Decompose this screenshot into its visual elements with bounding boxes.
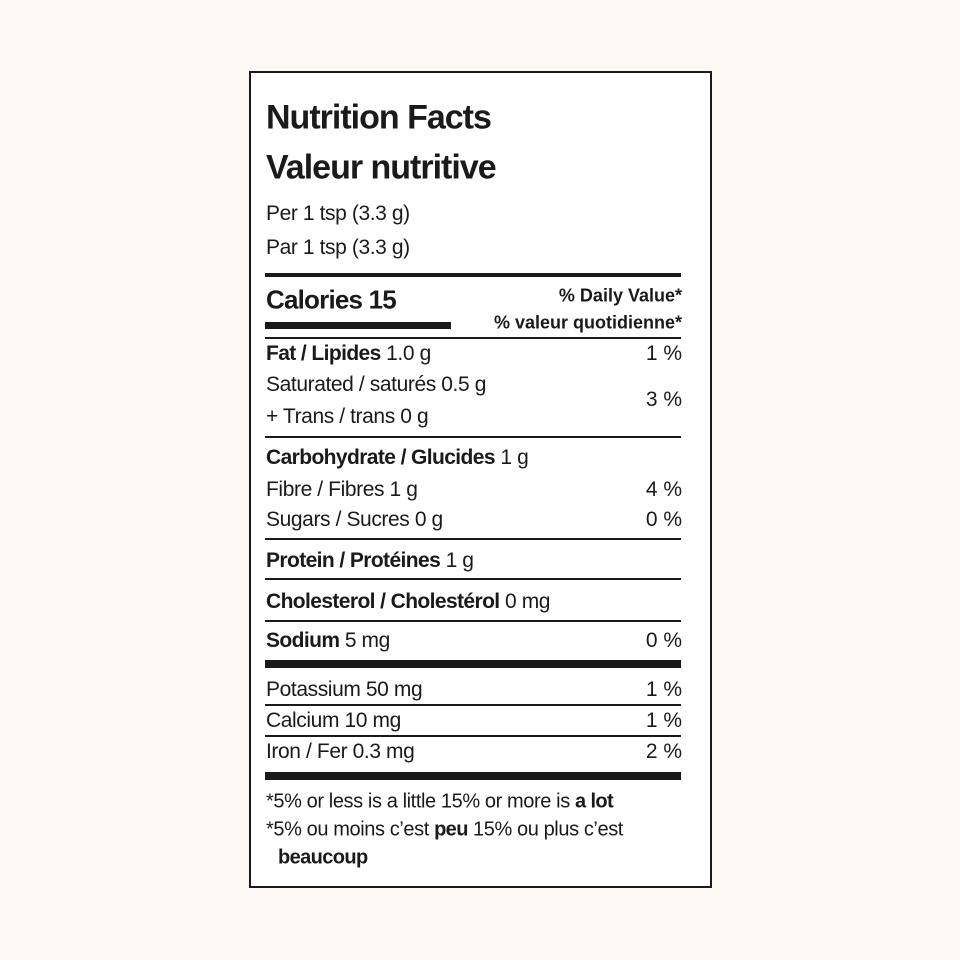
nutrient-name: Sodium: [266, 629, 340, 652]
rule: [265, 538, 681, 540]
rule: [265, 322, 451, 329]
footnote-text: *5% or less is a little 15% or more is: [266, 790, 570, 813]
daily-percent: 1 %: [645, 342, 682, 365]
nutrient-amount: 0 mg: [504, 590, 551, 613]
footnote-emphasis: a lot: [574, 790, 614, 813]
serving: Per 1 tsp (3.3 g): [266, 202, 410, 225]
nutrient: Cholesterol / Cholestérol 0 mg: [266, 590, 550, 614]
calories: Calories 15: [266, 284, 397, 315]
rule: [265, 273, 681, 277]
rule: [265, 436, 681, 438]
rule: [265, 704, 681, 706]
rule: [265, 620, 681, 622]
nutrient-name: Carbohydrate / Glucides: [266, 446, 496, 469]
nutrient-name: Protein / Protéines: [266, 549, 441, 572]
rule: [265, 772, 681, 780]
title-fr: Valeur nutritive: [266, 148, 497, 187]
nutrient: Sodium 5 mg: [266, 629, 390, 653]
daily-percent: 4 %: [645, 478, 682, 501]
rule: [265, 660, 681, 668]
nutrient: + Trans / trans 0 g: [266, 405, 429, 428]
footnote-text: 15% ou plus c’est: [473, 818, 623, 841]
daily-value: % Daily Value*: [558, 285, 682, 306]
nutrient: Carbohydrate / Glucides 1 g: [266, 446, 529, 470]
footnote-emphasis: beaucoup: [278, 846, 368, 869]
nutrient: Fat / Lipides 1.0 g: [266, 342, 431, 366]
daily-percent: 1 %: [645, 678, 682, 701]
nutrient: Fibre / Fibres 1 g: [266, 478, 418, 501]
daily-value-fr: % valeur quotidienne*: [493, 312, 682, 333]
nutrient-amount: 1 g: [445, 549, 474, 572]
daily-percent: 3 %: [645, 388, 682, 411]
footnote: *5% ou moins c’est peu 15% ou plus c’est: [266, 819, 623, 842]
nutrient-amount: 1 g: [500, 446, 529, 469]
title: Nutrition Facts: [266, 98, 492, 137]
rule: [265, 337, 681, 339]
nutrient-amount: 5 mg: [344, 629, 390, 652]
nutrient-amount: 1.0 g: [386, 342, 431, 365]
nutrient-name: Fat / Lipides: [266, 342, 381, 365]
rule: [265, 735, 681, 737]
daily-percent: 2 %: [645, 740, 682, 763]
footnote-emphasis: peu: [434, 818, 468, 841]
serving-fr: Par 1 tsp (3.3 g): [266, 236, 410, 259]
nutrient: Potassium 50 mg: [266, 678, 423, 701]
rule: [265, 578, 681, 580]
daily-percent: 0 %: [645, 508, 682, 531]
nutrient: Iron / Fer 0.3 mg: [266, 740, 415, 763]
nutrient-name: Cholesterol / Cholestérol: [266, 590, 500, 613]
daily-percent: 1 %: [645, 709, 682, 732]
footnote-text: *5% ou moins c’est: [266, 818, 429, 841]
nutrient: Protein / Protéines 1 g: [266, 549, 474, 573]
footnote: beaucoup: [278, 847, 368, 870]
nutrient: Calcium 10 mg: [266, 709, 401, 732]
label-box: [249, 71, 712, 888]
nutrient: Saturated / saturés 0.5 g: [266, 373, 486, 396]
nutrient: Sugars / Sucres 0 g: [266, 508, 443, 531]
daily-percent: 0 %: [645, 629, 682, 652]
footnote: *5% or less is a little 15% or more is a…: [266, 790, 614, 814]
